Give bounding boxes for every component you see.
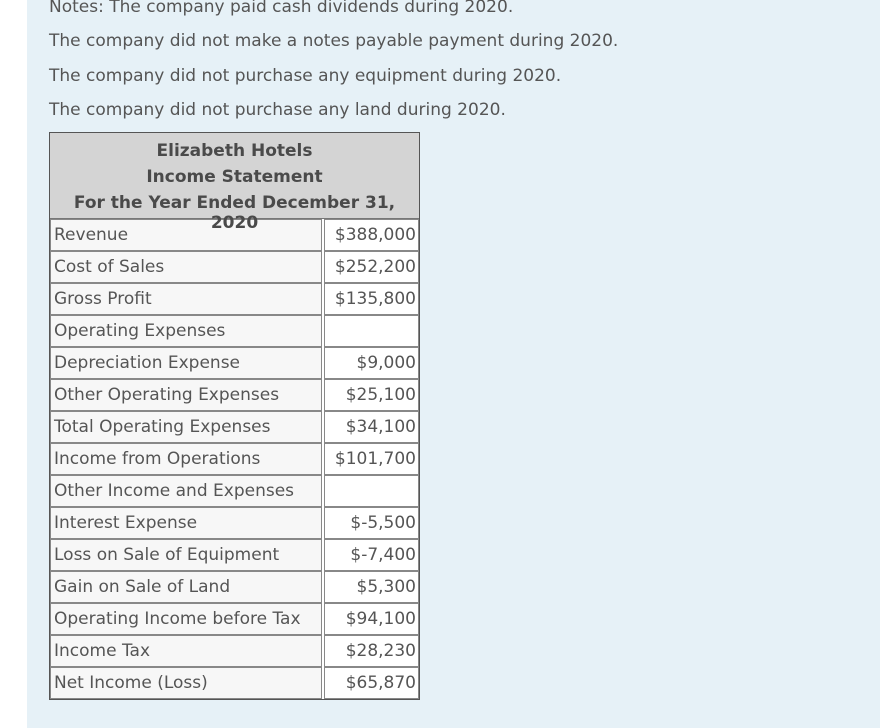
row-label: Depreciation Expense [50,347,322,379]
row-label: Income Tax [50,635,322,667]
table-title: Elizabeth Hotels [156,141,313,161]
table-row: Cost of Sales $252,200 [50,251,419,283]
empty-cell [323,475,419,507]
row-label: Gain on Sale of Land [50,571,322,603]
row-value: $28,230 [323,635,419,667]
row-value: $65,870 [323,667,419,699]
row-label: Interest Expense [50,507,322,539]
row-label: Other Income and Expenses [50,475,322,507]
row-value: $5,300 [323,571,419,603]
row-label: Cost of Sales [50,251,322,283]
table-title: Income Statement [146,167,323,187]
row-label: Loss on Sale of Equipment [50,539,322,571]
table-row: Operating Expenses [50,315,419,347]
note-text: The company did not make a notes payable… [49,31,619,51]
row-label: Total Operating Expenses [50,411,322,443]
table-row: Operating Income before Tax $94,100 [50,603,419,635]
row-value: $252,200 [323,251,419,283]
row-value: $388,000 [323,219,419,251]
table-row: Other Operating Expenses $25,100 [50,379,419,411]
income-statement-table: Elizabeth Hotels Income Statement For the … [49,132,420,700]
table-title: For the Year Ended December 31, 2020 [73,193,396,233]
note-text: The company did not purchase any land du… [49,100,506,120]
row-value: $-7,400 [323,539,419,571]
row-label: Net Income (Loss) [50,667,322,699]
row-value: $9,000 [323,347,419,379]
row-label: Revenue [50,219,322,251]
note-text: Notes: The company paid cash dividends d… [49,0,514,17]
row-value: $34,100 [323,411,419,443]
table-body: Revenue $388,000 Cost of Sales $252,200 Gros… [50,219,419,699]
table-row: Loss on Sale of Equipment $-7,400 [50,539,419,571]
row-value: $135,800 [323,283,419,315]
table-row: Revenue $388,000 [50,219,419,251]
table-row: Interest Expense $-5,500 [50,507,419,539]
table-row: Total Operating Expenses $34,100 [50,411,419,443]
table-row: Income Tax $28,230 [50,635,419,667]
empty-cell [323,315,419,347]
row-value: $94,100 [323,603,419,635]
row-label: Operating Expenses [50,315,322,347]
table-row: Depreciation Expense $9,000 [50,347,419,379]
table-row: Net Income (Loss) $65,870 [50,667,419,699]
row-label: Income from Operations [50,443,322,475]
note-text: The company did not purchase any equipme… [49,66,562,86]
row-value: $101,700 [323,443,419,475]
table-row: Income from Operations $101,700 [50,443,419,475]
table-row: Gain on Sale of Land $5,300 [50,571,419,603]
row-label: Operating Income before Tax [50,603,322,635]
row-label: Other Operating Expenses [50,379,322,411]
row-value: $-5,500 [323,507,419,539]
row-value: $25,100 [323,379,419,411]
table-row: Other Income and Expenses [50,475,419,507]
table-header: Elizabeth Hotels Income Statement For the … [50,133,419,233]
row-label: Gross Profit [50,283,322,315]
table-row: Gross Profit $135,800 [50,283,419,315]
